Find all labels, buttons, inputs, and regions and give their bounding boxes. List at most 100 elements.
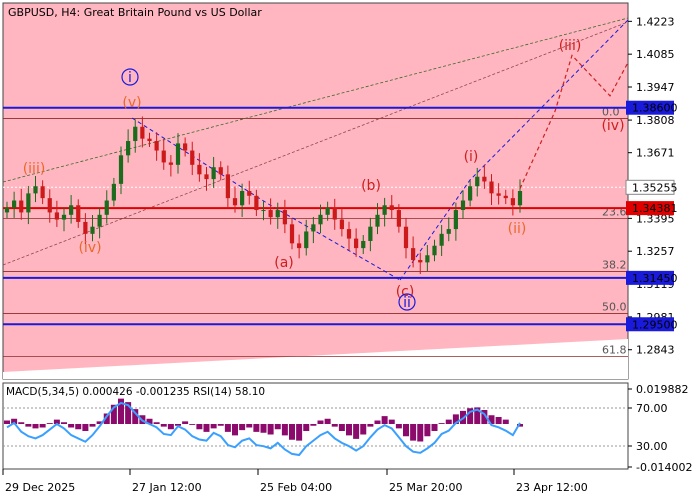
candle-body [83,221,88,234]
wave-label: (ii) [508,221,527,237]
time-axis[interactable]: 29 Dec 2025 27 Jan 12:00 25 Feb 04:00 25 Ma… [2,469,588,494]
candle-body [382,205,387,215]
candle-body [361,240,366,249]
key-level-tag-label: 1.38600 [632,102,678,115]
candle-body [368,226,373,241]
macd-bar [410,424,417,441]
candle-body [111,183,116,201]
time-tick-label: 27 Jan 12:00 [132,481,202,494]
symbol-description: Great Britain Pound vs US Dollar [84,6,263,19]
wave-label-circle [121,68,139,86]
candle-body [47,198,52,213]
wave-label: (b) [361,178,381,194]
macd-bar [481,410,488,424]
wave-labels: (iii) (iv) (v) i (a) (b) (c)ii (i) (ii) (iii) (iv) [23,38,625,311]
macd-bar [196,424,203,430]
macd-bar [18,422,25,424]
macd-bar [317,420,324,424]
macd-bar [167,424,174,430]
wave-label: (iii) [23,161,46,177]
macd-bar [217,424,224,426]
macd-bar [82,424,89,431]
candle-body [247,191,252,196]
candle-body [510,198,515,206]
indicator-tick-label: 30.00 [636,440,668,453]
macd-bar [182,421,189,424]
macd-bar [39,424,46,428]
key-level-tag-label: 1.31450 [632,272,678,285]
candle-body [133,126,138,142]
price-tick-label: 1.3808 [636,114,675,127]
wave-projection [519,54,629,189]
candle-body [69,205,74,215]
macd-bar [260,424,267,433]
macd-bar [388,419,395,424]
candle-body [489,181,494,194]
candle-body [211,167,216,180]
wave-label: (iv) [601,118,624,134]
macd-bar [438,423,445,424]
wave-label: ii [403,295,411,311]
macd-bar [132,409,139,424]
macd-bar [353,424,360,439]
candle-body [19,200,24,213]
macd-bar [424,424,431,437]
macd-bar [374,420,381,424]
candle-body [403,226,409,249]
chart-title: GBPUSD, H4: Great Britain Pound vs US Do… [8,6,262,19]
candle-body [318,214,323,225]
candle-body [126,141,131,156]
macd-bar [303,424,310,431]
wave-label: (c) [396,284,415,300]
macd-bar [153,422,160,424]
candle-body [225,174,230,199]
macd-bar [395,424,402,429]
current-price-tag [625,179,675,195]
candle-body [154,141,159,151]
price-pane: 23.638.250.061.80.0 (iii)(iv)(v)i(a)(b)(… [2,2,629,380]
macd-bar [417,424,424,442]
key-level-tag-label: 1.29500 [632,318,678,331]
price-axis[interactable]: 1.42231.40851.39471.38081.36711.35331.33… [625,15,678,357]
candle-body [190,150,195,165]
candle-body [325,207,330,215]
candle-body [311,224,316,232]
candle-body [12,200,17,208]
candle-body [468,186,473,201]
candle-body [297,243,302,249]
candle-body [33,186,38,194]
macd-bar [495,417,502,424]
candle-body [375,214,380,227]
indicator-axis[interactable]: 0.019882 70.00 30.00 -0.014002 [628,383,692,474]
price-pane-background [2,2,629,380]
macd-bar [110,404,117,424]
indicator-pane: MACD(5,34,5) 0.000426 -0.001235 RSI(14) … [2,382,629,470]
macd-bar [103,413,110,424]
time-tick-label: 25 Feb 04:00 [260,481,332,494]
candle-body [54,212,59,220]
fib-level-label: 61.8 [602,343,627,356]
macd-bar [11,418,18,424]
price-tick-label: 1.3257 [636,245,675,258]
candle-body [304,231,309,249]
trend-lines [2,17,629,281]
fib-level-label: 50.0 [602,301,627,314]
macd-bar [467,408,474,424]
macd-bar [431,424,438,431]
wave-label: (i) [464,149,479,165]
macd-bar [310,424,317,426]
macd-bar [331,424,338,427]
candle-body [76,205,81,222]
price-tick-label: 1.2843 [636,344,675,357]
macd-bar [61,422,67,424]
indicator-tick-label: -0.014002 [636,461,692,474]
macd-bar [118,398,124,424]
symbol-name: GBPUSD [8,6,54,19]
candle-body [389,205,394,211]
candle-body [118,155,124,184]
macd-bar [502,419,509,424]
candle-body [503,195,508,199]
candle-body [425,255,430,263]
indicator-title: MACD(5,34,5) 0.000426 -0.001235 RSI(14) … [6,386,265,398]
macd-bar [324,418,331,424]
